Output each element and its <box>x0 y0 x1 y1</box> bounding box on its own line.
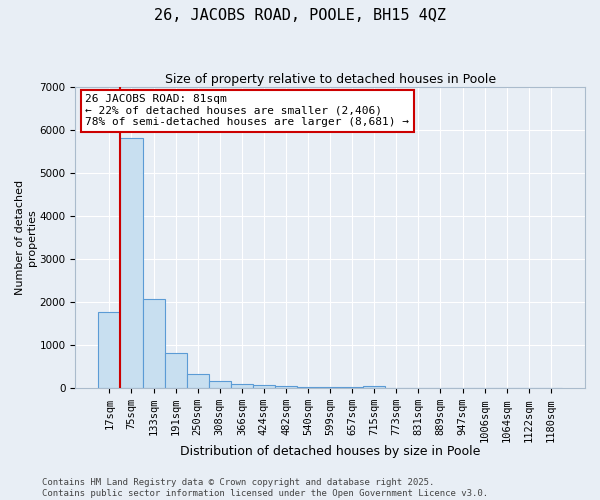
Text: 26, JACOBS ROAD, POOLE, BH15 4QZ: 26, JACOBS ROAD, POOLE, BH15 4QZ <box>154 8 446 22</box>
Bar <box>121 138 143 388</box>
Bar <box>143 298 164 388</box>
Y-axis label: Number of detached
properties: Number of detached properties <box>15 180 37 295</box>
Bar <box>98 312 121 388</box>
Bar <box>319 387 341 388</box>
Text: 26 JACOBS ROAD: 81sqm
← 22% of detached houses are smaller (2,406)
78% of semi-d: 26 JACOBS ROAD: 81sqm ← 22% of detached … <box>85 94 409 128</box>
Bar <box>275 386 297 388</box>
Bar <box>209 380 231 388</box>
Title: Size of property relative to detached houses in Poole: Size of property relative to detached ho… <box>164 72 496 86</box>
Bar <box>187 374 209 388</box>
Bar <box>231 384 253 388</box>
Bar <box>297 386 319 388</box>
Bar <box>253 385 275 388</box>
Text: Contains HM Land Registry data © Crown copyright and database right 2025.
Contai: Contains HM Land Registry data © Crown c… <box>42 478 488 498</box>
X-axis label: Distribution of detached houses by size in Poole: Distribution of detached houses by size … <box>180 444 481 458</box>
Bar <box>363 386 385 388</box>
Bar <box>164 353 187 388</box>
